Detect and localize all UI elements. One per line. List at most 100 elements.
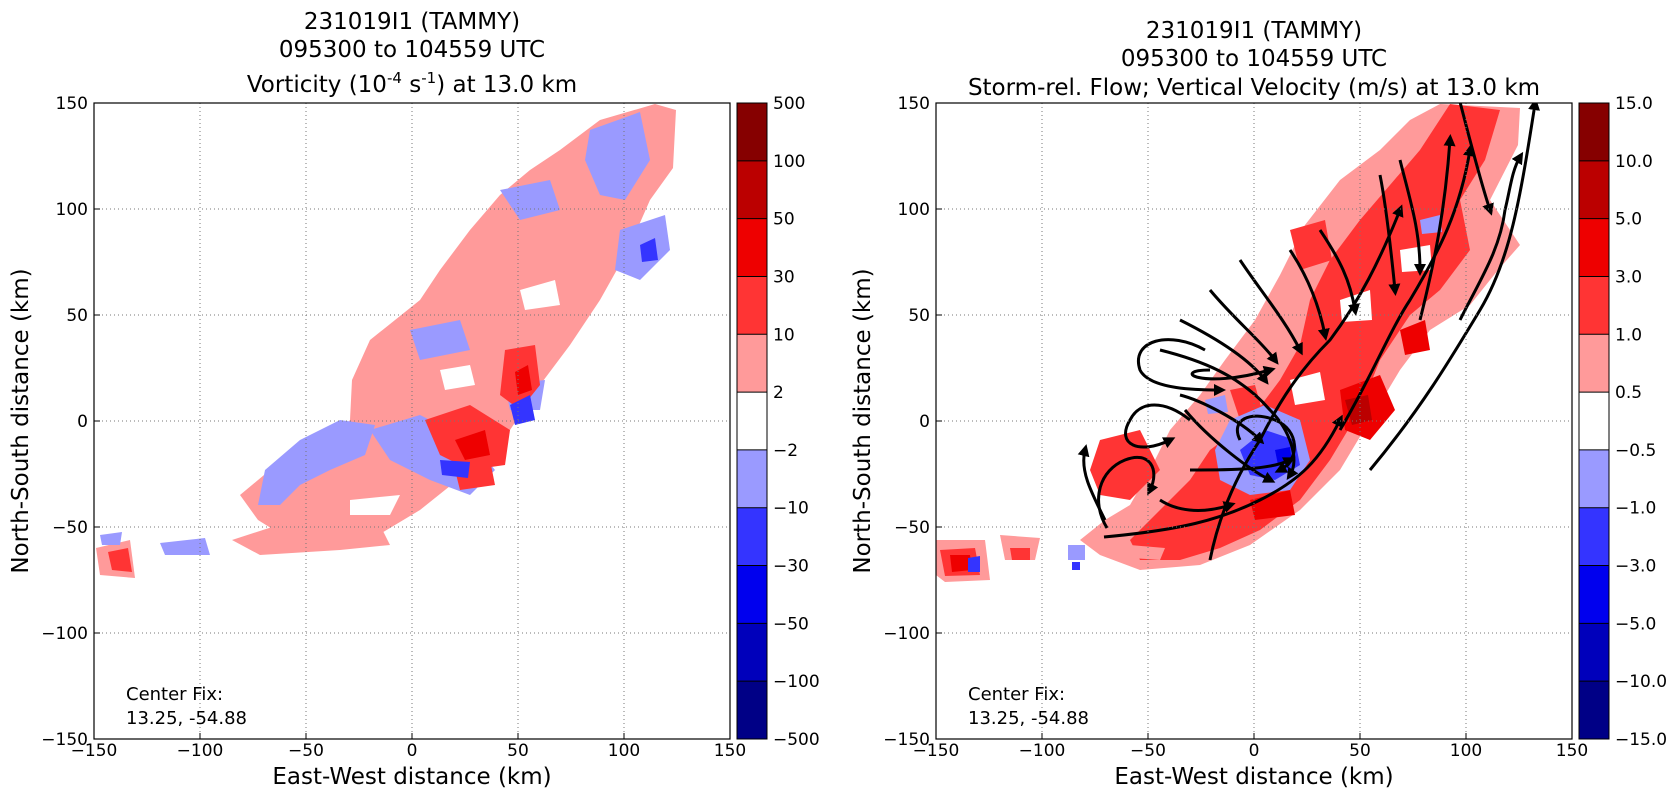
streamline (1318, 229, 1360, 316)
colorbar-segment (737, 565, 767, 624)
colorbar-segment (737, 218, 767, 277)
velocity-xlabel: East-West distance (km) (1114, 764, 1393, 790)
vorticity-ytick: 150 (56, 94, 88, 114)
velocity-ylabel: North-South distance (km) (850, 268, 876, 573)
colorbar-tick-label: 3.0 (1615, 267, 1642, 287)
colorbar-tick-label: 10 (773, 325, 795, 345)
colorbar-segment (737, 276, 767, 335)
colorbar-tick-label: −5.0 (1615, 614, 1656, 634)
velocity-center-fix-label: Center Fix: (968, 684, 1065, 705)
vorticity-negative-region (258, 420, 375, 505)
streamline (1124, 403, 1191, 449)
streamline (1238, 259, 1303, 356)
vorticity-xtick: 150 (714, 741, 746, 761)
colorbar-tick-label: −100 (773, 672, 820, 692)
velocity-ytick: 50 (908, 306, 930, 326)
colorbar-segment (1579, 623, 1609, 682)
vorticity-ytick: −50 (52, 518, 88, 538)
colorbar-tick-label: −3.0 (1615, 557, 1656, 577)
colorbar-tick-label: −30 (773, 557, 809, 577)
colorbar-segment (1579, 392, 1609, 451)
vorticity-ytick: −100 (41, 624, 88, 644)
vorticity-center-fix-value: 13.25, -54.88 (126, 708, 247, 729)
colorbar-tick-label: 30 (773, 267, 795, 287)
velocity-ytick: 0 (919, 412, 930, 432)
velocity-xtick: 50 (1349, 741, 1371, 761)
velocity-xtick: −150 (913, 741, 960, 761)
colorbar-segment (737, 334, 767, 393)
vorticity-tick-marks (93, 102, 731, 740)
vorticity-xtick: −150 (71, 741, 118, 761)
streamline (1458, 103, 1494, 216)
colorbar-tick-label: −0.5 (1615, 441, 1656, 461)
colorbar-segment (737, 507, 767, 567)
colorbar-frame (736, 102, 768, 740)
streamline (1179, 393, 1265, 445)
colorbar-frame (1578, 102, 1610, 740)
velocity-ytick: −100 (883, 624, 930, 644)
velocity-xtick: 100 (1450, 741, 1482, 761)
velocity-tick-marks (935, 102, 1573, 740)
streamline (1159, 498, 1236, 513)
colorbar-tick-label: −500 (773, 730, 820, 750)
colorbar-tick-label: −1.0 (1615, 499, 1656, 519)
velocity-ytick: −50 (894, 518, 930, 538)
colorbar-segment (737, 103, 767, 162)
colorbar-segment (1579, 334, 1609, 393)
velocity-colorbar (1578, 102, 1610, 740)
vorticity-ytick: 50 (66, 306, 88, 326)
streamline (1103, 414, 1343, 539)
vorticity-xtick: −100 (177, 741, 224, 761)
colorbar-tick-label: 500 (773, 94, 805, 114)
colorbar-segment (1579, 449, 1609, 509)
velocity-ytick: −150 (883, 730, 930, 750)
vorticity-xtick: 100 (608, 741, 640, 761)
streamline (1183, 409, 1276, 483)
vorticity-colorbar (736, 102, 768, 740)
storm-relative-streamlines (1077, 103, 1541, 561)
colorbar-tick-label: 2 (773, 383, 784, 403)
streamline (1288, 249, 1330, 341)
colorbar-tick-label: −10 (773, 499, 809, 519)
vorticity-xtick: 50 (507, 741, 529, 761)
streamline (1236, 414, 1296, 473)
colorbar-tick-label: 1.0 (1615, 325, 1642, 345)
colorbar-tick-label: 15.0 (1615, 94, 1653, 114)
colorbar-segment (737, 449, 767, 509)
colorbar-segment (1579, 103, 1609, 162)
velocity-ytick: 150 (898, 94, 930, 114)
streamline (1458, 151, 1524, 321)
colorbar-segment (1579, 160, 1609, 220)
streamline (1208, 289, 1279, 365)
vorticity-ytick: 0 (77, 412, 88, 432)
velocity-ytick: 100 (898, 200, 930, 220)
streamline (1398, 159, 1426, 276)
velocity-xtick: −100 (1019, 741, 1066, 761)
velocity-title-line2: 095300 to 104559 UTC (1121, 46, 1387, 72)
vorticity-title-line1: 231019I1 (TAMMY) (304, 9, 520, 35)
streamline (1368, 103, 1541, 471)
vorticity-xtick: −50 (288, 741, 324, 761)
colorbar-tick-label: −15.0 (1615, 730, 1667, 750)
velocity-xtick: 0 (1249, 741, 1260, 761)
colorbar-segment (737, 623, 767, 682)
colorbar-segment (1579, 276, 1609, 335)
velocity-xtick: 150 (1556, 741, 1588, 761)
vorticity-ytick: −150 (41, 730, 88, 750)
vertical-velocity-panel: 231019I1 (TAMMY) 095300 to 104559 UTC St… (850, 18, 1667, 790)
colorbar-segment (1579, 681, 1609, 740)
colorbar-tick-label: −50 (773, 614, 809, 634)
colorbar-tick-label: 100 (773, 152, 805, 172)
colorbar-tick-label: 50 (773, 210, 795, 230)
streamline (1418, 134, 1456, 321)
velocity-title-line1: 231019I1 (TAMMY) (1146, 18, 1362, 44)
streamline (1189, 457, 1296, 472)
colorbar-tick-label: −2 (773, 441, 798, 461)
vorticity-title-line2: 095300 to 104559 UTC (279, 37, 545, 63)
colorbar-segment (737, 392, 767, 451)
velocity-field (936, 103, 1572, 739)
vorticity-field (94, 103, 730, 739)
colorbar-tick-label: 0.5 (1615, 383, 1642, 403)
vorticity-panel: 231019I1 (TAMMY) 095300 to 104559 UTC Vo… (8, 9, 820, 790)
